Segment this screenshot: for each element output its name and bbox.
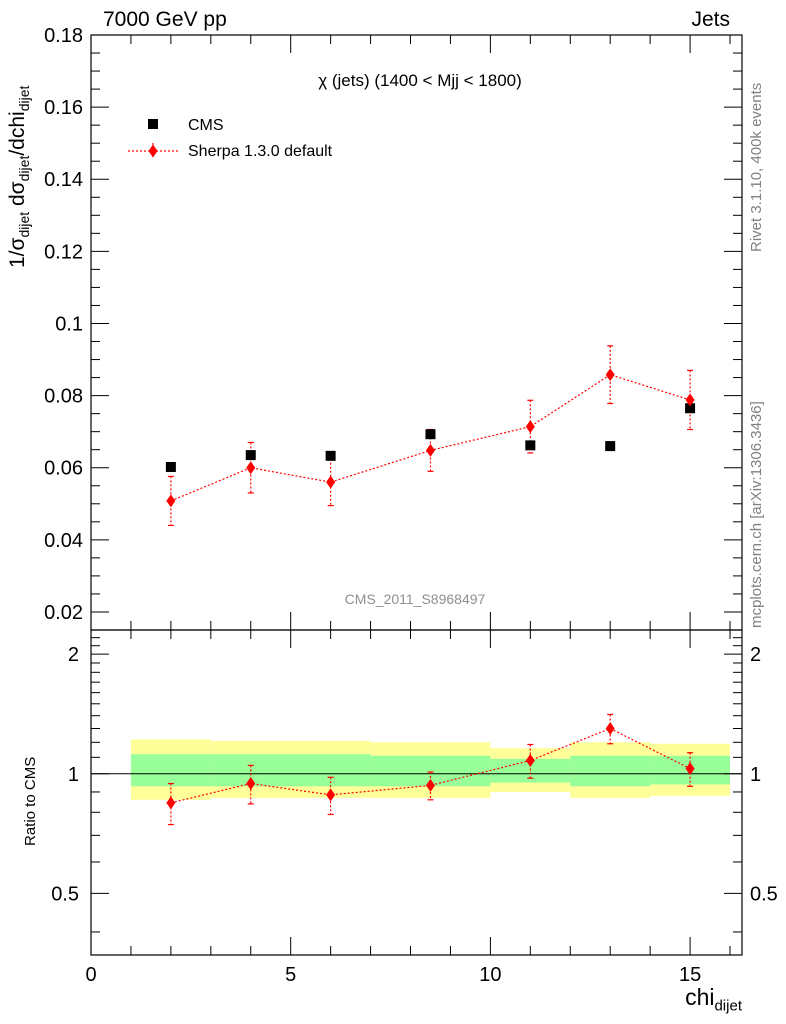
cms-data-point xyxy=(685,403,696,414)
sherpa-point xyxy=(425,443,435,457)
ratio-plot-frame xyxy=(90,629,743,956)
sherpa-point xyxy=(246,461,256,475)
main-y-tick-label: 0.16 xyxy=(44,97,83,119)
x-tick-label: 5 xyxy=(285,964,296,986)
sherpa-point xyxy=(166,494,176,508)
cms-data-point xyxy=(165,462,176,473)
cms-data-point xyxy=(425,429,436,440)
ratio-sherpa-point xyxy=(425,778,435,792)
x-tick-label: 10 xyxy=(479,964,501,986)
main-y-tick-label: 0.06 xyxy=(44,458,83,480)
x-tick-label: 15 xyxy=(679,964,701,986)
sherpa-point xyxy=(525,420,535,434)
ratio-sherpa-point xyxy=(605,721,615,735)
main-y-tick-label: 0.1 xyxy=(55,313,83,335)
cms-data-point xyxy=(605,441,616,452)
ratio-inner-band xyxy=(490,758,571,783)
ratio-y-tick-label-right: 2 xyxy=(750,644,761,666)
ratio-y-tick-label: 0.5 xyxy=(51,883,79,905)
legend-cms-label: CMS xyxy=(188,117,224,134)
legend-sherpa-marker xyxy=(148,144,158,158)
legend-cms-marker xyxy=(148,119,158,129)
ratio-inner-band xyxy=(210,754,371,787)
main-y-tick-label: 0.04 xyxy=(44,530,83,552)
x-axis-label: chidijet xyxy=(685,984,742,1015)
main-y-tick-label: 0.02 xyxy=(44,602,83,624)
ratio-sherpa-point xyxy=(326,788,336,802)
ratio-sherpa-point xyxy=(166,796,176,810)
sherpa-point xyxy=(605,368,615,382)
ratio-sherpa-point xyxy=(246,777,256,791)
ratio-sherpa-point xyxy=(525,753,535,767)
ratio-inner-band xyxy=(130,754,211,787)
main-y-tick-label: 0.12 xyxy=(44,241,83,263)
ratio-y-tick-label: 1 xyxy=(68,764,79,786)
cms-data-point xyxy=(525,440,536,451)
ratio-inner-band xyxy=(570,755,651,787)
cms-data-point xyxy=(325,450,336,461)
energy-label: 7000 GeV pp xyxy=(103,8,227,31)
ratio-y-tick-label-right: 1 xyxy=(750,764,761,786)
sherpa-point xyxy=(326,475,336,489)
sherpa-point xyxy=(685,393,695,407)
ratio-y-tick-label: 2 xyxy=(68,644,79,666)
ratio-sherpa-point xyxy=(685,762,695,776)
ratio-y-tick-label-right: 0.5 xyxy=(750,883,778,905)
main-y-tick-label: 0.08 xyxy=(44,386,83,408)
main-y-tick-label: 0.14 xyxy=(44,169,83,191)
main-y-tick-label: 0.18 xyxy=(44,25,83,47)
legend-sherpa-label: Sherpa 1.3.0 default xyxy=(188,143,333,160)
category-label: Jets xyxy=(691,8,730,31)
x-tick-label: 0 xyxy=(85,964,96,986)
analysis-watermark: CMS_2011_S8968497 xyxy=(345,591,486,607)
cms-data-point xyxy=(245,450,256,461)
plot-title: χ (jets) (1400 < Mjj < 1800) xyxy=(318,71,522,90)
